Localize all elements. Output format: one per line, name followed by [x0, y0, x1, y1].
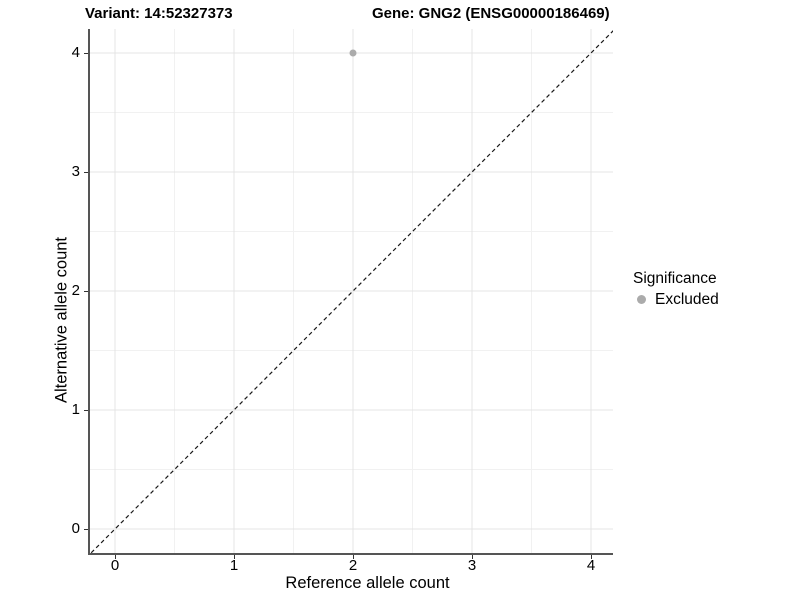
- x-tick-label: 0: [110, 557, 120, 574]
- plot-area-svg: [90, 29, 613, 553]
- legend-title: Significance: [633, 270, 717, 287]
- gene-title: Gene: GNG2 (ENSG00000186469): [372, 5, 610, 22]
- y-tick-mark: [84, 290, 88, 292]
- y-tick-label: 0: [71, 520, 80, 538]
- y-tick-mark: [84, 52, 88, 54]
- plot-panel: [88, 29, 613, 555]
- y-axis-title: Alternative allele count: [52, 236, 71, 404]
- y-tick-label: 2: [71, 282, 80, 300]
- excluded-point-icon: [637, 295, 646, 304]
- x-tick-mark: [114, 555, 116, 559]
- y-tick-label: 3: [71, 163, 80, 181]
- y-tick-mark: [84, 409, 88, 411]
- y-tick-label: 1: [71, 401, 80, 419]
- y-tick-mark: [84, 171, 88, 173]
- x-axis-title: Reference allele count: [285, 574, 450, 592]
- x-tick-label: 3: [467, 557, 477, 574]
- variant-title: Variant: 14:52327373: [85, 5, 233, 22]
- data-point: [349, 49, 357, 57]
- x-tick-mark: [352, 555, 354, 559]
- x-tick-mark: [233, 555, 235, 559]
- y-tick-label: 4: [71, 44, 80, 62]
- y-tick-mark: [84, 528, 88, 530]
- x-tick-mark: [590, 555, 592, 559]
- x-tick-label: 2: [348, 557, 358, 574]
- identity-dashed-line: [90, 30, 613, 553]
- legend-item-label: Excluded: [655, 291, 719, 308]
- x-tick-label: 4: [586, 557, 596, 574]
- x-tick-label: 1: [229, 557, 239, 574]
- x-tick-mark: [471, 555, 473, 559]
